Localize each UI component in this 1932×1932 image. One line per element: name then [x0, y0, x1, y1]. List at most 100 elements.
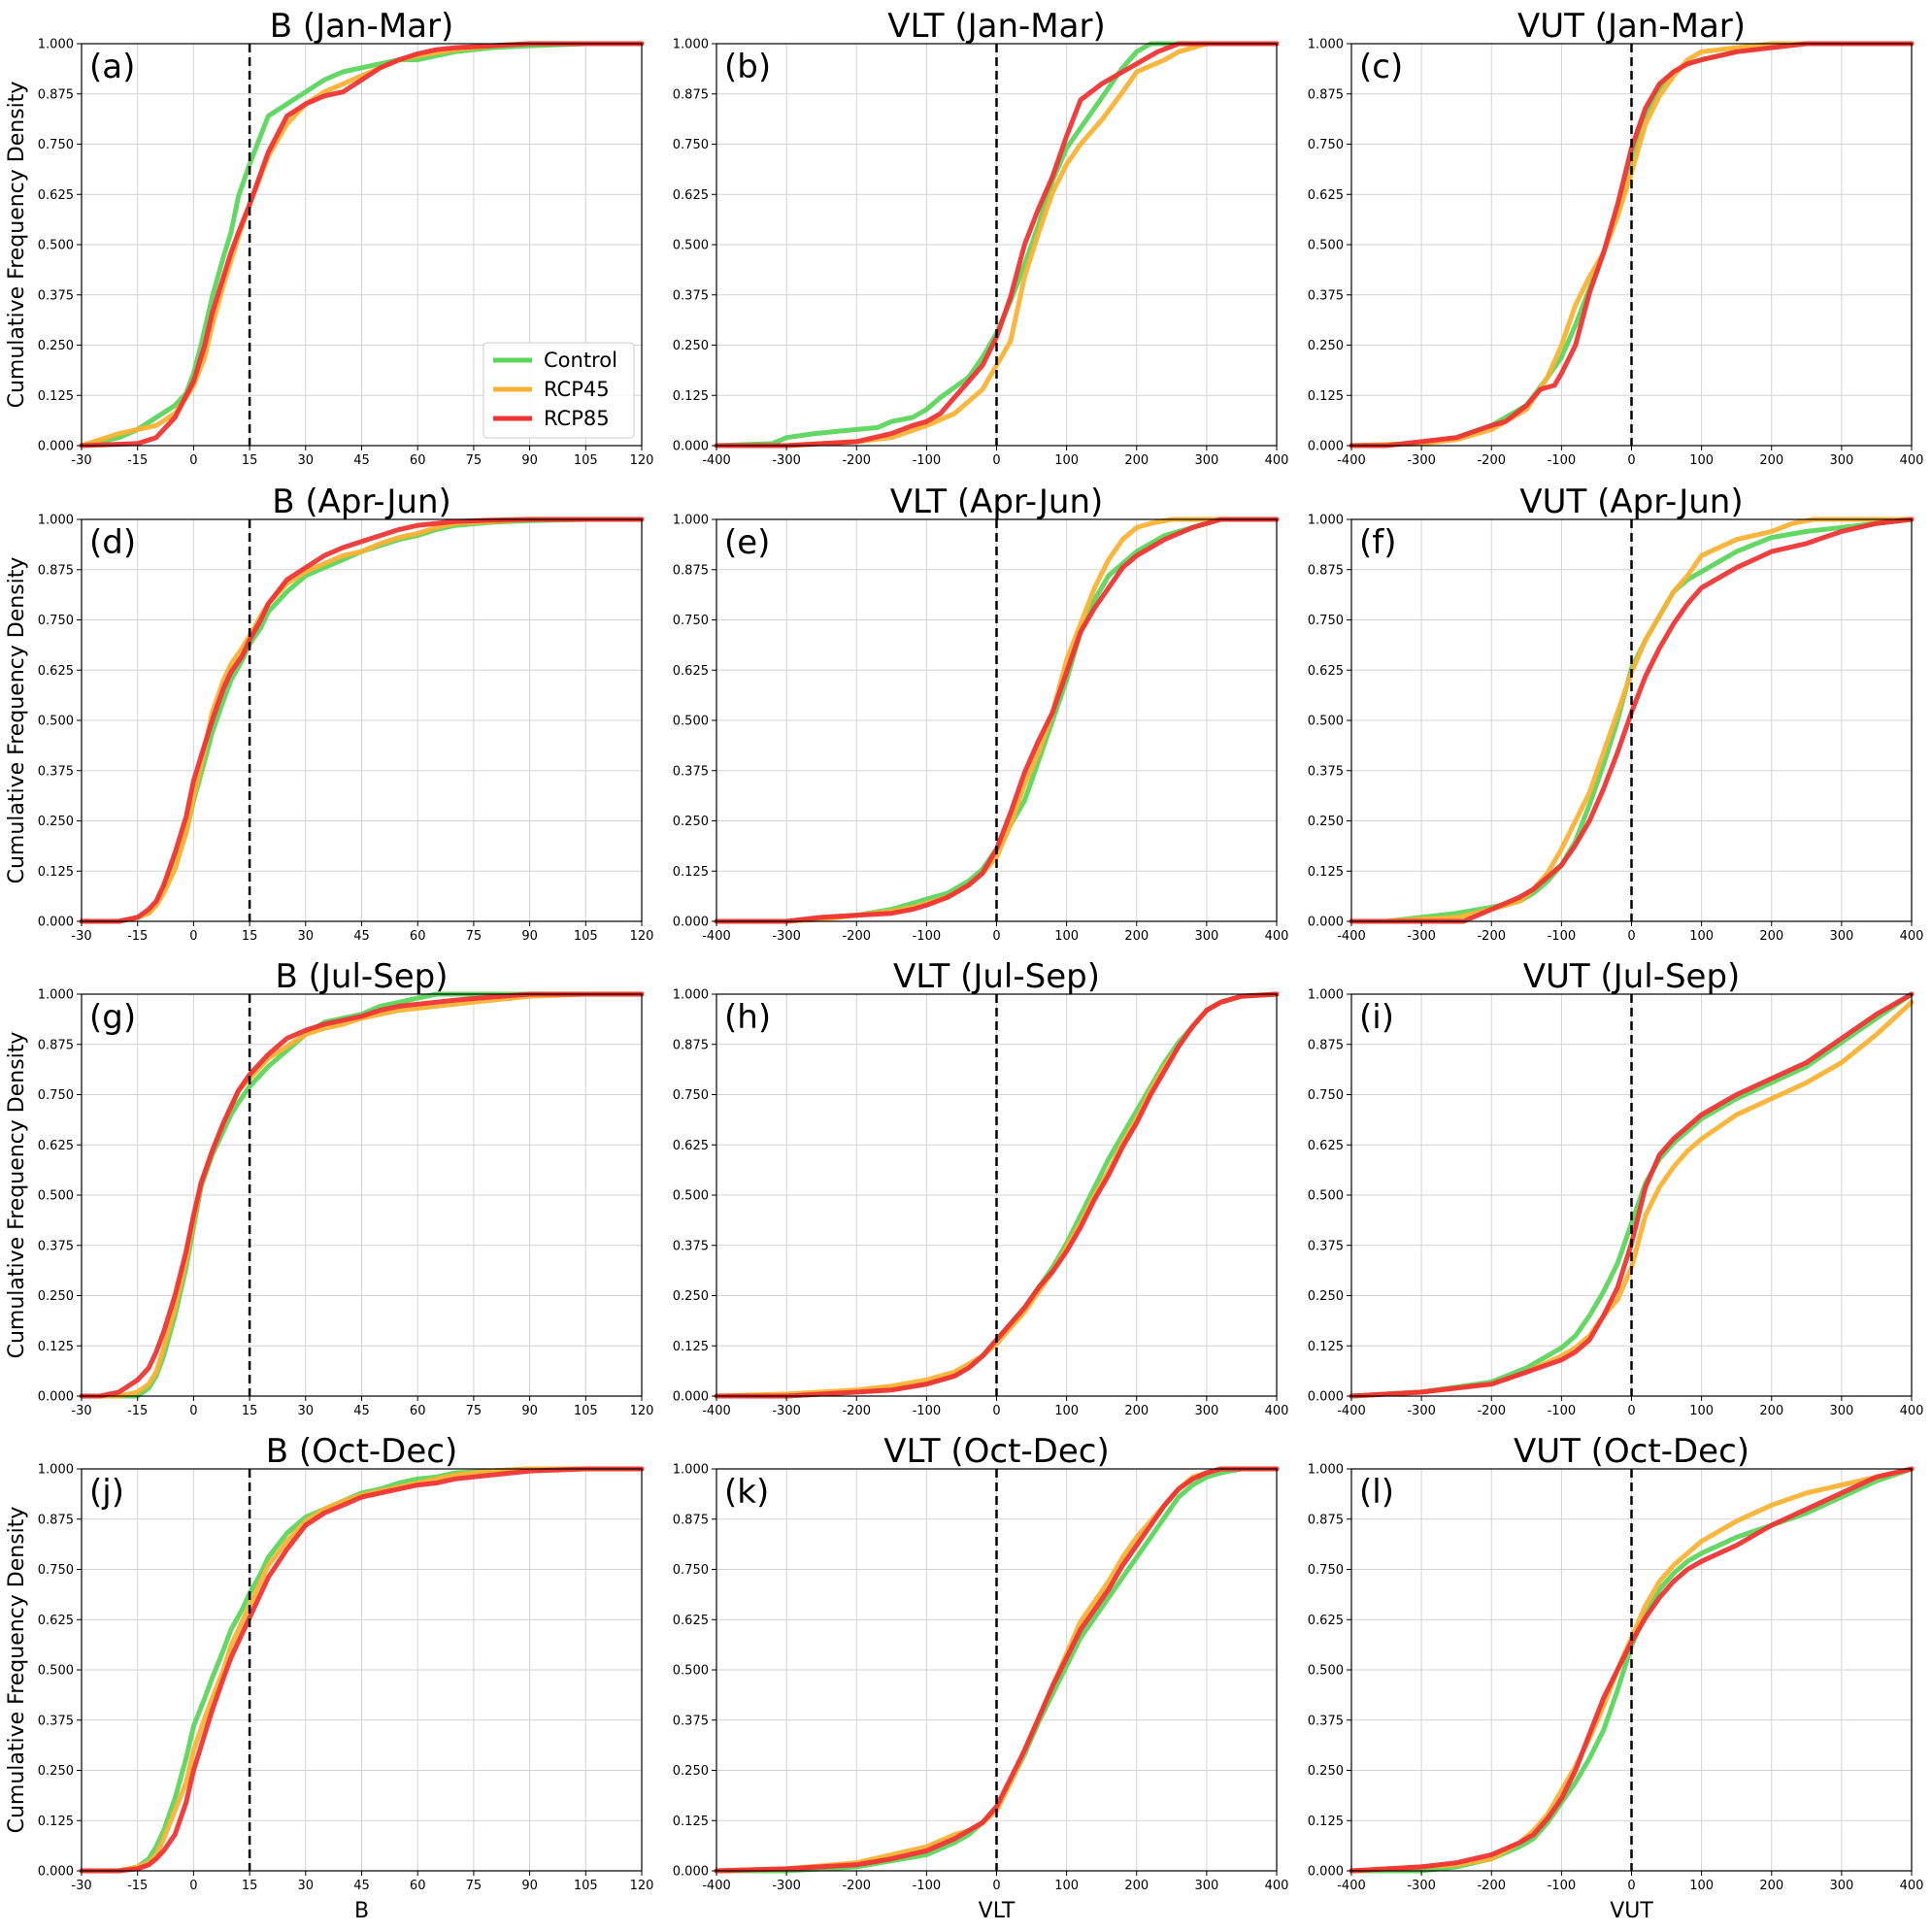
y-tick-label: 0.375	[1308, 1714, 1344, 1728]
y-tick-label: 0.125	[1308, 865, 1344, 880]
y-tick-label: 1.000	[673, 988, 709, 1003]
y-tick-label: 0.375	[38, 1714, 74, 1728]
x-tick-label: 30	[298, 1879, 315, 1893]
x-tick-label: 100	[1689, 453, 1714, 468]
panel-label: (g)	[89, 998, 136, 1037]
y-tick-label: 0.875	[673, 563, 709, 578]
x-tick-label: 60	[410, 929, 426, 944]
x-axis-label: VUT	[1610, 1899, 1653, 1923]
x-tick-label: 300	[1194, 929, 1218, 944]
chart-title: VLT (Oct-Dec)	[883, 1432, 1109, 1471]
x-tick-label: 0	[189, 453, 197, 468]
x-tick-label: 100	[1689, 929, 1714, 944]
x-tick-label: 200	[1124, 1404, 1149, 1418]
y-tick-label: 0.375	[1308, 1239, 1344, 1253]
x-tick-label: -400	[702, 1879, 731, 1893]
legend-label: RCP85	[544, 407, 610, 430]
y-tick-label: 0.375	[38, 1239, 74, 1253]
x-tick-label: 300	[1194, 1879, 1218, 1893]
x-tick-label: 120	[630, 1879, 654, 1893]
y-tick-label: 0.500	[673, 1189, 709, 1204]
legend-label: Control	[544, 349, 617, 372]
legend-label: RCP45	[544, 378, 610, 401]
x-tick-label: 90	[521, 453, 538, 468]
y-tick-label: 0.000	[673, 916, 709, 930]
y-axis-label: Cumulative Frequency Density	[5, 557, 29, 884]
x-tick-label: 105	[574, 453, 598, 468]
y-tick-label: 0.500	[673, 1664, 709, 1679]
x-tick-label: 300	[1194, 453, 1218, 468]
chart-panel-3: -400 -300 -200 -100 0 100 200 300 400 0.000 0.125 0…	[1308, 7, 1924, 468]
y-tick-label: 0.625	[38, 664, 74, 679]
y-tick-label: 0.000	[1308, 1865, 1344, 1880]
x-tick-label: 45	[353, 453, 370, 468]
x-tick-label: -300	[772, 453, 801, 468]
y-tick-label: 0.625	[38, 1139, 74, 1153]
y-tick-label: 0.375	[673, 288, 709, 303]
chart-panel-4: -30 -15 0 15 30 45 60 75 90 105 120 0.000 0.125 0.250…	[5, 483, 653, 944]
y-tick-label: 0.125	[38, 865, 74, 880]
x-tick-label: -100	[913, 453, 942, 468]
x-tick-label: -200	[842, 1879, 871, 1893]
y-tick-label: 0.375	[673, 1714, 709, 1728]
x-tick-label: -200	[1477, 453, 1506, 468]
y-tick-label: 0.125	[38, 1340, 74, 1354]
x-tick-label: 200	[1759, 1879, 1783, 1893]
y-tick-label: 1.000	[38, 1463, 74, 1478]
series-line-rcp85	[1349, 991, 1915, 1399]
y-tick-label: 0.625	[1308, 188, 1344, 203]
y-axis-label: Cumulative Frequency Density	[5, 1507, 29, 1834]
x-tick-label: -100	[913, 1879, 942, 1893]
series-line-rcp85	[79, 991, 645, 1399]
x-tick-label: 200	[1124, 453, 1149, 468]
x-tick-label: -200	[1477, 929, 1506, 944]
y-tick-label: 0.000	[673, 1865, 709, 1880]
series-line-rcp85	[1349, 516, 1915, 924]
y-tick-label: 0.750	[1308, 1088, 1344, 1103]
x-tick-label: 0	[992, 929, 1000, 944]
y-tick-label: 0.250	[673, 815, 709, 829]
y-tick-label: 0.125	[673, 1815, 709, 1829]
x-tick-label: -100	[913, 929, 942, 944]
x-tick-label: -300	[772, 1879, 801, 1893]
x-tick-label: 15	[242, 1879, 258, 1893]
y-tick-label: 0.625	[38, 188, 74, 203]
y-tick-label: 0.250	[38, 815, 74, 829]
x-tick-label: 400	[1265, 1879, 1289, 1893]
x-tick-label: 0	[992, 1404, 1000, 1418]
x-tick-label: 15	[242, 929, 258, 944]
x-tick-label: -400	[1337, 1879, 1366, 1893]
x-tick-label: 400	[1265, 453, 1289, 468]
x-tick-label: 45	[353, 1404, 370, 1418]
series-line-rcp85	[1349, 41, 1915, 449]
y-tick-label: 0.875	[1308, 1513, 1344, 1527]
chart-panel-7: -30 -15 0 15 30 45 60 75 90 105 120 0.000 0.125 0.250…	[5, 957, 653, 1418]
chart-title: VLT (Jan-Mar)	[887, 7, 1105, 46]
y-tick-label: 0.000	[38, 916, 74, 930]
y-tick-label: 0.875	[673, 1038, 709, 1052]
y-tick-label: 0.875	[38, 87, 74, 102]
y-tick-label: 0.000	[673, 1390, 709, 1405]
y-tick-label: 0.750	[38, 138, 74, 152]
x-tick-label: 0	[189, 929, 197, 944]
series-line-rcp85	[1349, 1466, 1915, 1874]
x-tick-label: -200	[1477, 1879, 1506, 1893]
x-tick-label: -400	[702, 1404, 731, 1418]
x-tick-label: -300	[772, 1404, 801, 1418]
chart-title: VUT (Jul-Sep)	[1523, 957, 1741, 996]
y-tick-label: 0.125	[38, 389, 74, 404]
x-tick-label: -100	[1548, 1879, 1577, 1893]
y-tick-label: 0.625	[1308, 1614, 1344, 1628]
x-tick-label: 75	[466, 1879, 483, 1893]
x-tick-label: -200	[842, 453, 871, 468]
y-tick-label: 1.000	[1308, 1463, 1344, 1478]
x-tick-label: 100	[1054, 1879, 1079, 1893]
y-tick-label: 0.625	[1308, 664, 1344, 679]
y-tick-label: 0.875	[38, 1038, 74, 1052]
panel-label: (j)	[89, 1473, 124, 1512]
y-tick-label: 0.250	[38, 339, 74, 353]
x-tick-label: 400	[1265, 929, 1289, 944]
x-tick-label: 0	[992, 453, 1000, 468]
series-line-rcp85	[714, 991, 1280, 1399]
x-tick-label: -15	[127, 929, 148, 944]
